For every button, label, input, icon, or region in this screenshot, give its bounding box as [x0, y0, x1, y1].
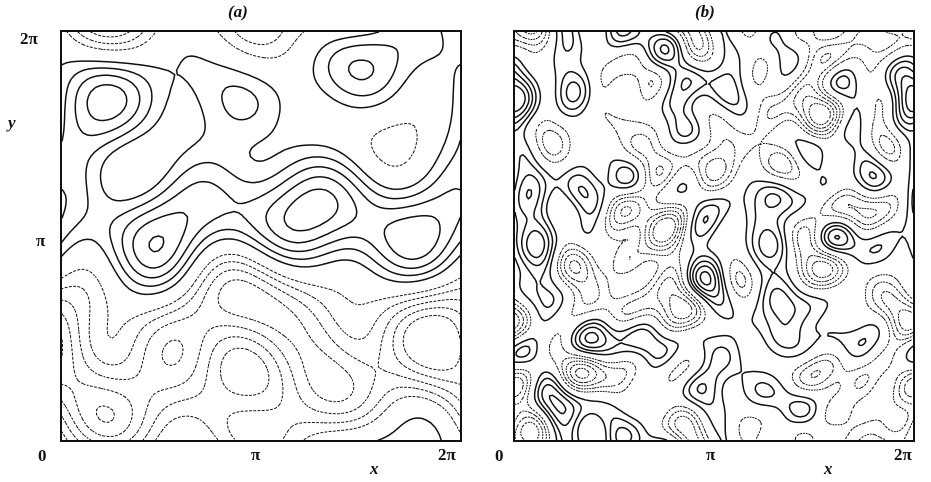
panel-b-contour-negative-2 — [515, 32, 913, 440]
panel-b-contours — [515, 32, 913, 440]
panel-b-xlabel: x — [824, 459, 833, 478]
panel-a-ytick-top: 2π — [20, 29, 38, 48]
panel-a-contour-positive-9 — [148, 188, 339, 253]
panel-b-contour-positive-5 — [515, 32, 913, 440]
panel-a-ytick-mid: π — [36, 231, 46, 250]
panel-a-xtick-right: 2π — [438, 445, 456, 464]
panel-a-xtick-mid: π — [251, 445, 261, 464]
panel-b-plot — [513, 30, 915, 442]
panel-b-contour-negative-4 — [515, 32, 913, 440]
panel-b-contour-negative-3 — [515, 32, 913, 440]
panel-a-contour-negative-4 — [62, 32, 460, 440]
panel-b-xtick-mid: π — [706, 445, 716, 464]
panel-a-ylabel: y — [8, 113, 16, 132]
panel-a-contours — [62, 32, 460, 440]
panel-b-contour-positive-6 — [515, 32, 913, 440]
panel-a-plot — [60, 30, 462, 442]
panel-a-label: (a) — [228, 2, 248, 21]
panel-b-label: (b) — [695, 2, 715, 21]
panel-a-contour-positive-6 — [62, 44, 460, 287]
panel-b-xtick-right: 2π — [894, 445, 912, 464]
panel-a-xlabel: x — [370, 459, 379, 478]
panel-a-contour-positive-5 — [62, 32, 460, 440]
panel-b-xtick-left: 0 — [495, 446, 504, 465]
panel-a-contour-negative-1 — [62, 279, 460, 437]
panel-b-contour-positive-9 — [515, 84, 913, 286]
panel-b-contour-positive-7 — [515, 32, 913, 440]
panel-a-contour-negative-2 — [62, 32, 460, 440]
panel-a-ytick-bottom: 0 — [38, 446, 47, 465]
panel-a-contour-negative-0 — [62, 314, 460, 423]
panel-b-contour-positive-8 — [515, 44, 913, 415]
panel-a-contour-positive-8 — [86, 84, 441, 269]
panel-b-contour-negative-0 — [575, 103, 831, 379]
panel-b-contour-negative-1 — [515, 32, 913, 440]
panel-a-contour-positive-7 — [62, 59, 460, 279]
panel-a-contour-negative-3 — [62, 32, 460, 440]
